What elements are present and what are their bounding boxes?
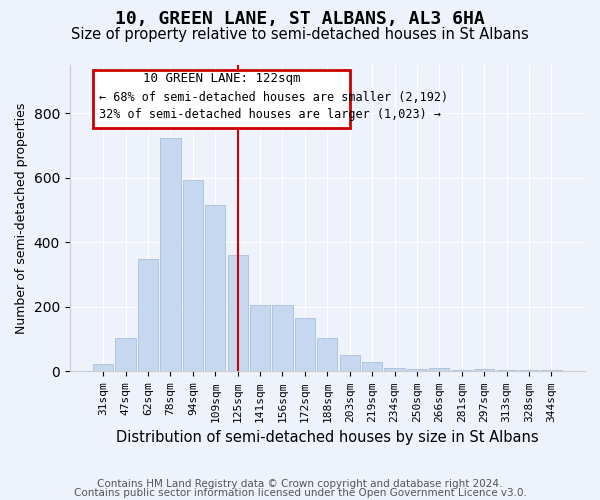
Text: 10 GREEN LANE: 122sqm: 10 GREEN LANE: 122sqm bbox=[143, 72, 300, 86]
Bar bbox=[385, 368, 404, 372]
Bar bbox=[227, 256, 248, 372]
Bar bbox=[340, 356, 360, 372]
X-axis label: Distribution of semi-detached houses by size in St Albans: Distribution of semi-detached houses by … bbox=[116, 430, 539, 445]
Bar bbox=[541, 370, 562, 372]
Bar bbox=[317, 338, 337, 372]
Bar bbox=[183, 180, 203, 372]
Bar bbox=[362, 362, 382, 372]
Bar bbox=[430, 368, 449, 372]
Bar bbox=[115, 338, 136, 372]
Text: Contains public sector information licensed under the Open Government Licence v3: Contains public sector information licen… bbox=[74, 488, 526, 498]
Text: ← 68% of semi-detached houses are smaller (2,192): ← 68% of semi-detached houses are smalle… bbox=[99, 92, 448, 104]
Y-axis label: Number of semi-detached properties: Number of semi-detached properties bbox=[15, 102, 28, 334]
Bar bbox=[295, 318, 315, 372]
Bar bbox=[272, 306, 293, 372]
Text: Contains HM Land Registry data © Crown copyright and database right 2024.: Contains HM Land Registry data © Crown c… bbox=[97, 479, 503, 489]
Bar bbox=[93, 364, 113, 372]
Text: 32% of semi-detached houses are larger (1,023) →: 32% of semi-detached houses are larger (… bbox=[99, 108, 441, 122]
Bar bbox=[138, 258, 158, 372]
Bar bbox=[407, 369, 427, 372]
Bar bbox=[519, 370, 539, 372]
Bar bbox=[205, 206, 226, 372]
Text: 10, GREEN LANE, ST ALBANS, AL3 6HA: 10, GREEN LANE, ST ALBANS, AL3 6HA bbox=[115, 10, 485, 28]
Text: Size of property relative to semi-detached houses in St Albans: Size of property relative to semi-detach… bbox=[71, 28, 529, 42]
Bar bbox=[474, 369, 494, 372]
Bar bbox=[497, 370, 517, 372]
Bar bbox=[160, 138, 181, 372]
Bar bbox=[452, 370, 472, 372]
Bar bbox=[250, 306, 270, 372]
